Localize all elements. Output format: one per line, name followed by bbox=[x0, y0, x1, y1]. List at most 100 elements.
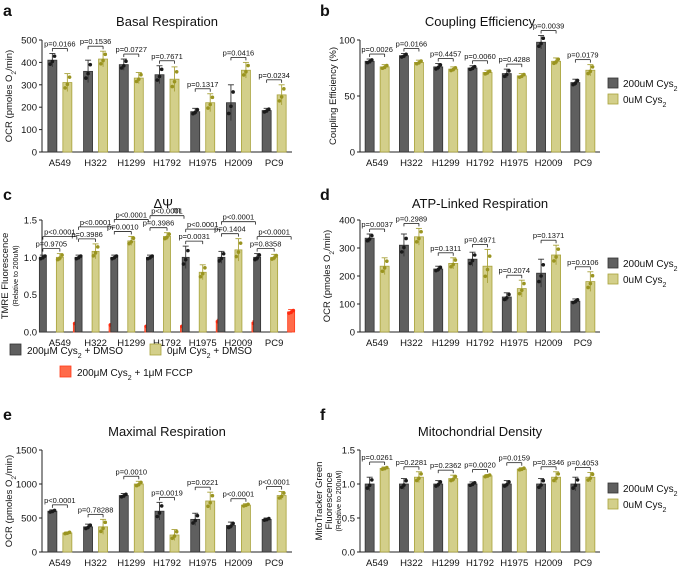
data-point bbox=[507, 480, 511, 484]
p-value-label: p=0.0010 bbox=[107, 222, 139, 231]
data-point bbox=[231, 90, 235, 94]
bar-cys0 bbox=[448, 262, 459, 333]
data-point bbox=[575, 478, 580, 482]
legend-swatch bbox=[607, 93, 619, 105]
bar-cys0 bbox=[55, 256, 64, 333]
data-point bbox=[279, 95, 284, 99]
p-value-label: p=0.2281 bbox=[396, 458, 428, 467]
data-point bbox=[119, 66, 124, 70]
data-point bbox=[370, 58, 374, 62]
data-point bbox=[556, 472, 561, 476]
y-axis-sublabel: (Relative to 200uM) bbox=[13, 245, 20, 306]
data-point bbox=[272, 256, 276, 260]
data-point bbox=[571, 486, 575, 490]
p-value-label: p=0.2074 bbox=[499, 266, 531, 275]
p-value-label: p<0.0001 bbox=[80, 218, 112, 227]
y-tick-label: 0.5 bbox=[342, 514, 355, 525]
y-tick-label: 200 bbox=[339, 272, 355, 283]
bar-cys0 bbox=[482, 72, 493, 153]
bar-cys0 bbox=[62, 82, 73, 153]
p-value-label: p<0.0001 bbox=[258, 477, 290, 486]
data-point bbox=[453, 258, 458, 262]
p-value-label: p=0.0019 bbox=[151, 488, 183, 497]
data-point bbox=[172, 534, 177, 538]
data-point bbox=[236, 250, 241, 254]
bar-cys0 bbox=[414, 476, 424, 553]
x-tick-label: H1792 bbox=[153, 558, 181, 569]
x-tick-label: H1792 bbox=[153, 338, 181, 349]
data-point bbox=[121, 63, 126, 68]
data-point bbox=[590, 65, 595, 69]
p-value-label: p=0.4971 bbox=[464, 235, 496, 244]
bar-cys200 bbox=[433, 66, 444, 153]
x-tick-label: H1299 bbox=[117, 558, 145, 569]
data-point bbox=[50, 59, 55, 64]
data-point bbox=[472, 253, 477, 257]
panel-letter: b bbox=[320, 3, 330, 20]
x-tick-label: H1975 bbox=[189, 158, 217, 169]
data-point bbox=[191, 521, 195, 525]
data-point bbox=[451, 262, 456, 267]
data-point bbox=[453, 65, 458, 70]
bar-cys200 bbox=[74, 256, 83, 333]
p-value-label: p=0.0166 bbox=[396, 39, 428, 48]
data-point bbox=[101, 526, 105, 531]
legend-label: 0μM Cys2 + DMSO bbox=[167, 346, 252, 360]
data-point bbox=[52, 508, 57, 513]
data-point bbox=[174, 70, 179, 74]
data-point bbox=[277, 99, 282, 103]
data-point bbox=[399, 250, 404, 254]
p-value-label: p<0.0001 bbox=[223, 213, 255, 222]
data-point bbox=[365, 486, 370, 490]
data-point bbox=[419, 472, 423, 476]
legend-swatch bbox=[607, 482, 619, 494]
bar-cys200 bbox=[118, 495, 129, 553]
panel-letter: c bbox=[3, 187, 12, 204]
data-point bbox=[419, 59, 423, 63]
x-tick-label: A549 bbox=[49, 338, 71, 349]
data-point bbox=[124, 492, 128, 497]
panel-letter: a bbox=[3, 3, 12, 20]
bar-cys200 bbox=[190, 111, 201, 153]
bar-cys200 bbox=[501, 483, 512, 553]
data-point bbox=[590, 273, 595, 278]
bar-cys0 bbox=[163, 236, 171, 333]
x-tick-label: H1975 bbox=[500, 338, 528, 349]
data-point bbox=[282, 491, 286, 495]
p-value-label: p=0.1404 bbox=[214, 225, 246, 234]
data-point bbox=[88, 62, 93, 67]
bar-cys0 bbox=[551, 476, 561, 553]
y-tick-label: 0 bbox=[32, 548, 37, 559]
data-point bbox=[155, 514, 160, 519]
data-point bbox=[370, 478, 374, 482]
data-point bbox=[539, 483, 543, 487]
y-tick-label: 1500 bbox=[16, 446, 37, 457]
data-point bbox=[246, 502, 250, 507]
y-tick-label: 100 bbox=[339, 300, 355, 311]
data-point bbox=[200, 271, 205, 276]
panel-letter: e bbox=[3, 407, 12, 424]
panel-letter: d bbox=[320, 187, 330, 204]
chart-title: Coupling Efficiency bbox=[425, 14, 536, 29]
p-value-label: p=0.0037 bbox=[361, 220, 393, 229]
panel-c: c ΔΨm 0.0 0.5 1.0 1.5 TMRE Fluorescence (Relati… bbox=[0, 187, 296, 349]
x-tick-label: A549 bbox=[49, 158, 71, 169]
bar-cys0 bbox=[198, 271, 207, 333]
bar-cys200 bbox=[467, 483, 478, 553]
data-point bbox=[181, 262, 186, 266]
bar-cys200 bbox=[433, 483, 444, 553]
bar-cys200 bbox=[253, 256, 262, 333]
data-point bbox=[404, 52, 408, 57]
y-tick-label: 0 bbox=[32, 148, 37, 159]
data-point bbox=[86, 525, 90, 530]
y-tick-label: 0.0 bbox=[24, 328, 37, 339]
x-tick-label: PC9 bbox=[574, 338, 592, 349]
data-point bbox=[95, 245, 100, 249]
bar-cys200 bbox=[570, 483, 581, 553]
data-point bbox=[483, 274, 488, 279]
legend-label: 200μM Cys2 + DMSO bbox=[27, 346, 123, 360]
x-tick-label: PC9 bbox=[265, 158, 283, 169]
bar-cys0 bbox=[482, 475, 493, 553]
data-point bbox=[206, 504, 210, 509]
data-point bbox=[504, 72, 509, 77]
